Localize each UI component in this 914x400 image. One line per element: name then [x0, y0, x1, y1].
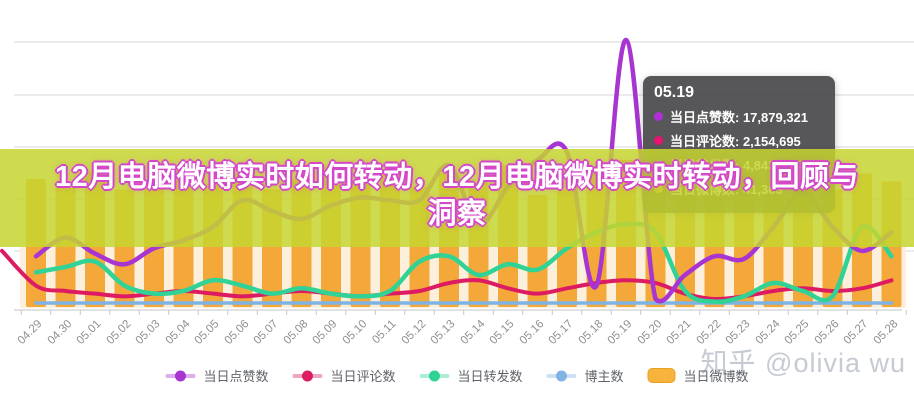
legend-label: 当日点赞数: [203, 369, 269, 384]
legend-line-marker-icon: [419, 370, 450, 381]
legend-dot-icon: [301, 370, 313, 381]
series-dot-icon: [654, 112, 663, 121]
legend-item-2[interactable]: 当日转发数: [419, 366, 523, 385]
legend-bar-marker-icon: [647, 368, 676, 383]
x-axis: [14, 309, 907, 315]
tooltip-date: 05.19: [654, 84, 695, 101]
legend-item-0[interactable]: 当日点赞数: [165, 366, 268, 385]
series-dot-icon: [654, 136, 663, 145]
legend-line-marker-icon: [292, 370, 323, 381]
legend-line-marker-icon: [546, 370, 577, 381]
tooltip-row: 当日点赞数: 17,879,321: [654, 107, 824, 126]
legend-dot-icon: [556, 370, 568, 381]
legend-label: 当日微博数: [683, 369, 749, 384]
legend-dot-icon: [174, 370, 186, 381]
bar-area-backdrop: [20, 247, 906, 308]
tooltip-row: 当日评论数: 2,154,695: [654, 131, 824, 150]
page-title: 12月电脑微博实时如何转动，12月电脑微博实时转动，回顾与洞察: [54, 161, 859, 230]
legend-line-marker-icon: [165, 370, 196, 381]
legend-label: 当日评论数: [330, 369, 396, 384]
title-banner: 12月电脑微博实时如何转动，12月电脑微博实时转动，回顾与洞察: [0, 149, 914, 247]
tooltip-row-text: 当日评论数: 2,154,695: [670, 134, 801, 149]
line-series-当日转发数: [33, 221, 894, 305]
tooltip-row-text: 当日点赞数: 17,879,321: [670, 110, 809, 125]
legend-label: 博主数: [584, 369, 624, 384]
watermark-text: 知乎 @olivia wu: [700, 348, 906, 378]
legend-label: 当日转发数: [457, 369, 523, 384]
legend-item-3[interactable]: 博主数: [546, 366, 624, 385]
legend-item-4[interactable]: 当日微博数: [647, 366, 749, 385]
legend-dot-icon: [428, 370, 440, 381]
chart-legend: 当日点赞数 当日评论数 当日转发数 博主数 当日微博数: [165, 366, 749, 385]
watermark: 知乎 @olivia wu: [701, 341, 906, 380]
legend-item-1[interactable]: 当日评论数: [292, 366, 395, 385]
